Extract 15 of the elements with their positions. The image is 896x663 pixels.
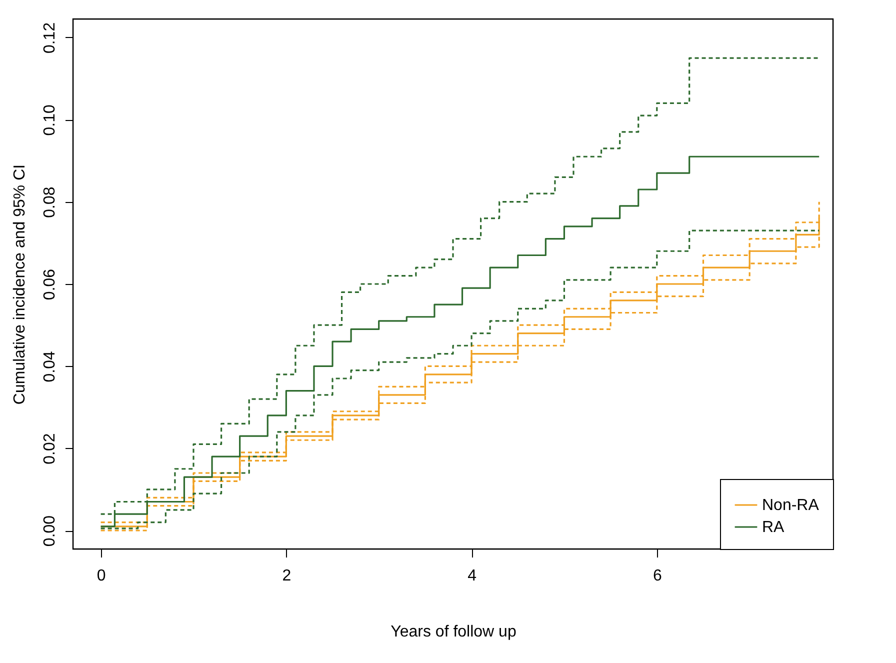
x-tick-label: 6	[652, 568, 662, 584]
legend-label: RA	[762, 519, 785, 536]
y-tick-label: 0.02	[42, 433, 58, 464]
y-tick-label: 0.04	[42, 351, 58, 382]
x-axis-title: Years of follow up	[390, 624, 516, 640]
x-tick-label: 4	[468, 568, 477, 584]
y-tick-label: 0.00	[42, 515, 58, 547]
y-tick-label: 0.06	[42, 268, 58, 300]
y-axis-title: Cumulative incidence and 95% CI	[12, 164, 28, 405]
legend-label: Non-RA	[762, 497, 820, 514]
y-tick-label: 0.10	[42, 104, 58, 136]
y-tick-label: 0.12	[42, 22, 58, 54]
x-tick-label: 0	[96, 568, 106, 584]
y-tick-label: 0.08	[42, 186, 58, 218]
x-tick-label: 2	[282, 568, 292, 584]
